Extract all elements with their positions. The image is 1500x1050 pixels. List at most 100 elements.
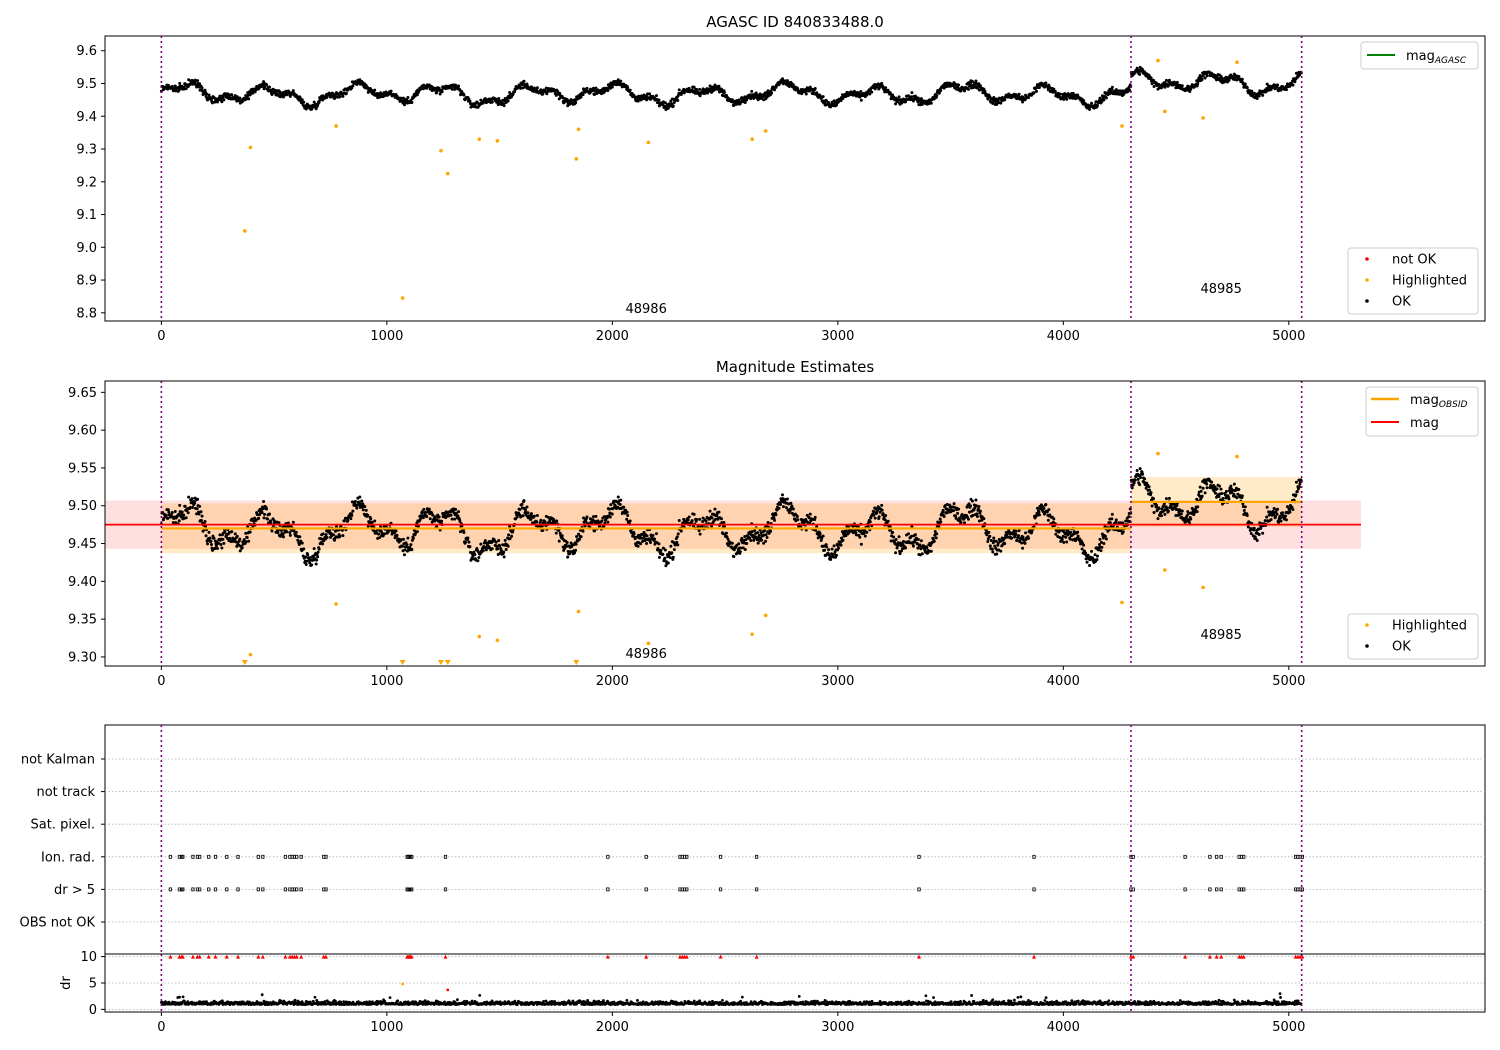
- ok-point: [462, 93, 466, 97]
- ok-point: [632, 532, 636, 536]
- ok-point: [622, 505, 626, 509]
- ok-point: [663, 101, 667, 105]
- ok-point: [773, 88, 777, 92]
- ok-point: [1047, 508, 1051, 512]
- ok-point: [897, 535, 901, 539]
- flag-event-marker: [1032, 854, 1036, 859]
- ok-point: [302, 100, 306, 104]
- ok-point: [298, 535, 302, 539]
- ok-point: [281, 532, 285, 536]
- ok-point: [1294, 480, 1298, 484]
- ok-point: [1034, 89, 1038, 93]
- ok-point: [1156, 517, 1160, 521]
- ok-point: [859, 98, 863, 102]
- ok-point: [214, 544, 218, 548]
- ok-point: [835, 553, 839, 557]
- ok-point: [184, 516, 188, 520]
- clipped-marker: [437, 660, 444, 665]
- highlighted-point: [1120, 124, 1124, 128]
- x-tick-label: 4000: [1047, 674, 1080, 689]
- ok-point: [1095, 103, 1099, 107]
- highlighted-point: [477, 634, 482, 639]
- ok-point: [199, 510, 203, 514]
- ok-point: [233, 532, 237, 536]
- ok-point: [1265, 515, 1269, 519]
- ok-point: [312, 547, 316, 551]
- ok-point: [764, 539, 768, 543]
- ok-point: [1203, 491, 1207, 495]
- ok-point: [1195, 510, 1199, 514]
- ok-point: [1293, 80, 1297, 84]
- ok-point: [692, 512, 696, 516]
- ok-point: [1159, 514, 1163, 518]
- ok-point: [584, 520, 588, 524]
- flag-event-marker: [207, 854, 211, 859]
- highlighted-point: [495, 139, 500, 143]
- ok-point: [920, 552, 924, 556]
- ok-point: [1180, 84, 1184, 88]
- ok-point: [358, 78, 362, 82]
- ok-point: [1082, 99, 1086, 103]
- ok-point: [1276, 83, 1280, 87]
- ok-point: [1152, 511, 1156, 515]
- ok-point: [830, 547, 834, 551]
- ok-point: [506, 544, 510, 548]
- ok-point: [1148, 488, 1152, 492]
- ok-point: [204, 524, 208, 528]
- ok-point: [196, 79, 200, 83]
- ok-point: [1037, 513, 1041, 517]
- ok-point: [1021, 546, 1025, 550]
- ok-point: [1205, 482, 1209, 486]
- ok-point: [1237, 74, 1241, 78]
- highlighted-point: [576, 127, 581, 132]
- ok-point: [686, 518, 690, 522]
- ok-point: [956, 511, 960, 515]
- ok-point: [308, 561, 312, 565]
- legend-label-main: mag: [1406, 49, 1435, 64]
- ok-point: [1291, 508, 1295, 512]
- ok-point: [1246, 525, 1250, 529]
- ok-point: [277, 521, 281, 525]
- ok-point: [756, 531, 760, 535]
- flag-event-marker: [1208, 854, 1212, 859]
- ok-point: [406, 96, 410, 100]
- ok-point: [687, 86, 691, 90]
- ok-point: [988, 534, 992, 538]
- ok-point: [1076, 530, 1080, 534]
- y-tick-label: 9.2: [76, 175, 97, 190]
- ok-point: [1102, 541, 1106, 545]
- ok-point: [916, 96, 920, 100]
- ok-point: [975, 514, 979, 518]
- ok-point: [652, 537, 656, 541]
- ok-point: [291, 89, 295, 93]
- ok-point: [695, 87, 699, 91]
- ok-point: [1003, 98, 1007, 102]
- ok-point: [870, 90, 874, 94]
- ok-point: [697, 529, 701, 533]
- highlighted-point: [1163, 568, 1167, 572]
- ok-point: [804, 92, 808, 96]
- ok-point: [766, 520, 770, 524]
- highlighted-point: [1201, 585, 1205, 590]
- ok-point: [1166, 509, 1170, 513]
- ok-point: [1143, 477, 1147, 481]
- ok-point: [191, 505, 195, 509]
- ok-point: [578, 537, 582, 541]
- ok-point: [1052, 87, 1056, 91]
- ok-point: [539, 518, 543, 522]
- ok-point: [1138, 467, 1142, 471]
- flag-event-marker: [606, 887, 610, 892]
- ok-point: [970, 499, 974, 503]
- ok-point: [265, 83, 269, 87]
- ok-point: [591, 515, 595, 519]
- ok-point: [1257, 94, 1261, 98]
- ok-point: [269, 519, 273, 523]
- flag-event-marker: [207, 887, 211, 892]
- ok-point: [410, 100, 414, 104]
- ok-point: [1255, 97, 1259, 101]
- ok-point: [581, 93, 585, 97]
- ok-point: [438, 92, 442, 96]
- flag-event-marker: [283, 854, 287, 859]
- ok-point: [216, 541, 220, 545]
- flag-event-marker: [1219, 887, 1223, 892]
